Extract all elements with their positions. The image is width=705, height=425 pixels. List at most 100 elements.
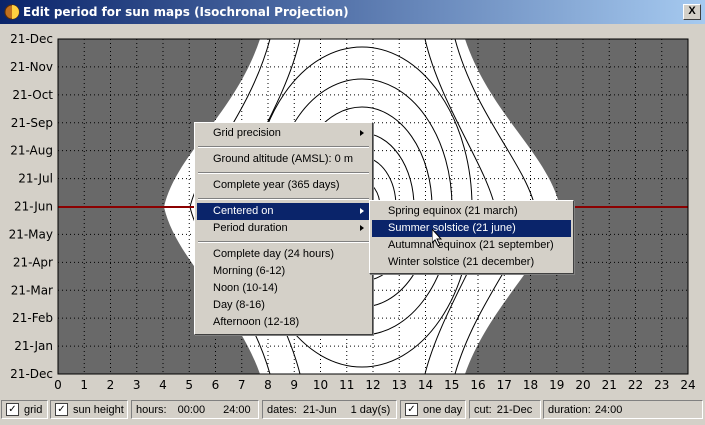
window-title: Edit period for sun maps (Isochronal Pro… [23,5,349,19]
submenu-item-summer-solstice[interactable]: Summer solstice (21 june) [372,220,571,237]
menu-label: Period duration [213,222,288,234]
submenu-item-autumnal-equinox[interactable]: Autumnal equinox (21 september) [372,237,571,254]
menu-label: Noon (10-14) [213,282,278,294]
x-tick-label: 1 [80,378,88,392]
menu-item-ground-altitude[interactable]: Ground altitude (AMSL): 0 m [197,151,370,168]
menu-label: Grid precision [213,127,281,139]
y-tick-label: 21-Feb [12,311,53,325]
x-tick-label: 20 [575,378,590,392]
x-tick-label: 11 [339,378,354,392]
hours-end: 24:00 [223,403,251,416]
x-tick-label: 8 [264,378,272,392]
menu-separator [198,146,369,148]
submenu-item-winter-solstice[interactable]: Winter solstice (21 december) [372,254,571,271]
menu-separator [198,241,369,243]
menu-label: Autumnal equinox (21 september) [388,239,554,251]
plot-frame [57,38,689,375]
menu-item-grid-precision[interactable]: Grid precision [197,125,370,142]
menu-label: Summer solstice (21 june) [388,222,516,234]
y-tick-label: 21-May [9,227,53,241]
menu-item-period-duration[interactable]: Period duration [197,220,370,237]
menu-separator [198,198,369,200]
submenu-arrow-icon [360,130,364,136]
y-tick-label: 21-Oct [12,88,53,102]
menu-label: Complete day (24 hours) [213,248,335,260]
hours-start: 00:00 [177,403,206,416]
one-day-label: one day [423,403,463,416]
context-menu: Grid precision Ground altitude (AMSL): 0… [194,122,373,335]
y-tick-label: 21-Jul [18,172,53,186]
mouse-cursor-icon [432,229,443,247]
x-tick-label: 7 [238,378,246,392]
y-tick-label: 21-Apr [13,255,53,269]
submenu-arrow-icon [360,225,364,231]
duration-label: duration: [548,403,591,416]
grid-toggle[interactable]: ✓ grid [1,400,48,419]
x-tick-label: 22 [628,378,643,392]
y-tick-label: 21-Sep [11,116,53,130]
menu-label: Afternoon (12-18) [213,316,300,328]
x-tick-label: 24 [680,378,695,392]
hours-label: hours: [136,403,167,416]
sun-height-checkbox[interactable]: ✓ [55,403,68,416]
menu-item-noon[interactable]: Noon (10-14) [197,280,370,297]
x-tick-label: 18 [523,378,538,392]
submenu-arrow-icon [360,208,364,214]
dates-start: 21-Jun [302,403,337,416]
sun-height-toggle[interactable]: ✓ sun height [50,400,128,419]
title-bar: Edit period for sun maps (Isochronal Pro… [0,0,705,24]
cut-panel[interactable]: cut: 21-Dec [469,400,541,419]
y-tick-label: 21-Jan [14,339,53,353]
status-bar: ✓ grid ✓ sun height hours: 00:00 24:00 d… [0,398,705,424]
x-tick-label: 17 [497,378,512,392]
one-day-toggle[interactable]: ✓ one day [400,400,466,419]
y-tick-label: 21-Dec [10,367,53,381]
menu-item-centered-on[interactable]: Centered on [197,203,370,220]
grid-checkbox[interactable]: ✓ [6,403,19,416]
dates-count: 1 day(s) [350,403,391,416]
menu-item-complete-year[interactable]: Complete year (365 days) [197,177,370,194]
sun-app-icon [4,4,20,20]
x-tick-label: 21 [602,378,617,392]
grid-label: grid [24,403,43,416]
menu-item-morning[interactable]: Morning (6-12) [197,263,370,280]
menu-item-day[interactable]: Day (8-16) [197,297,370,314]
x-tick-label: 12 [365,378,380,392]
one-day-checkbox[interactable]: ✓ [405,403,418,416]
menu-label: Complete year (365 days) [213,179,340,191]
x-tick-label: 19 [549,378,564,392]
menu-label: Day (8-16) [213,299,265,311]
x-tick-label: 16 [470,378,485,392]
x-tick-label: 9 [290,378,298,392]
menu-separator [198,172,369,174]
menu-item-complete-day[interactable]: Complete day (24 hours) [197,246,370,263]
x-tick-label: 0 [54,378,62,392]
menu-label: Ground altitude (AMSL): 0 m [213,153,354,165]
cut-value: 21-Dec [496,403,533,416]
y-tick-label: 21-Jun [14,200,53,214]
x-tick-label: 6 [212,378,220,392]
close-button[interactable]: X [683,4,701,20]
dates-panel[interactable]: dates: 21-Jun 1 day(s) [262,400,397,419]
x-tick-label: 2 [107,378,115,392]
y-axis-labels: 21-Dec 21-Nov 21-Oct 21-Sep 21-Aug 21-Jul 21-J… [9,32,54,381]
y-tick-label: 21-Nov [10,60,53,74]
menu-item-afternoon[interactable]: Afternoon (12-18) [197,314,370,331]
cut-label: cut: [474,403,492,416]
duration-panel: duration: 24:00 [543,400,703,419]
x-tick-label: 15 [444,378,459,392]
x-tick-label: 23 [654,378,669,392]
menu-label: Spring equinox (21 march) [388,205,518,217]
y-tick-label: 21-Mar [11,283,53,297]
x-tick-label: 14 [418,378,433,392]
submenu-item-spring-equinox[interactable]: Spring equinox (21 march) [372,203,571,220]
x-tick-label: 13 [392,378,407,392]
x-tick-label: 10 [313,378,328,392]
sun-height-label: sun height [73,403,124,416]
hours-panel[interactable]: hours: 00:00 24:00 [131,400,259,419]
dates-label: dates: [267,403,297,416]
x-tick-label: 4 [159,378,167,392]
x-axis-labels: 0 1 2 3 4 5 6 7 8 9 10 11 12 13 14 15 16 17 18 19 20 21 22 23 24 [54,378,695,392]
x-tick-label: 3 [133,378,141,392]
